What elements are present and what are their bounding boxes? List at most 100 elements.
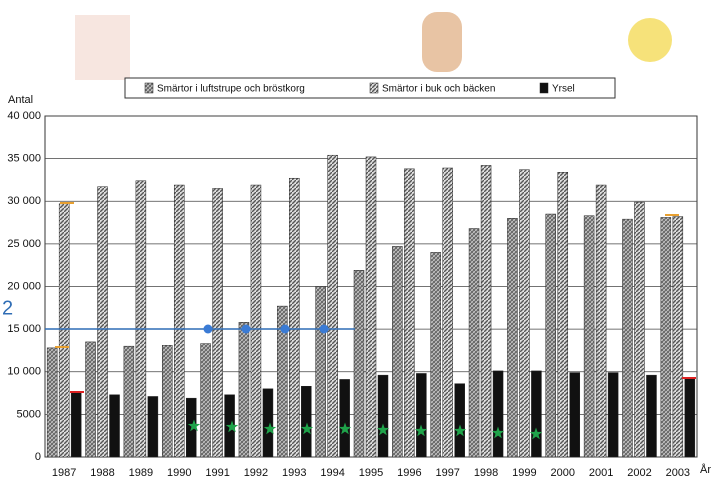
green-star bbox=[491, 426, 505, 439]
blue-dot bbox=[203, 324, 213, 334]
bar bbox=[377, 374, 389, 458]
bar bbox=[277, 305, 288, 458]
bar bbox=[430, 252, 441, 458]
bar bbox=[442, 167, 453, 458]
bar bbox=[531, 370, 542, 458]
bar bbox=[173, 184, 185, 458]
bar bbox=[607, 372, 619, 458]
bar bbox=[109, 394, 120, 458]
lungs-icon bbox=[75, 15, 130, 80]
x-tick-label: 1999 bbox=[512, 467, 536, 479]
bar bbox=[262, 388, 274, 458]
legend-swatch bbox=[539, 82, 549, 94]
x-tick-label: 2003 bbox=[666, 467, 690, 479]
x-tick-label: 2000 bbox=[551, 467, 575, 479]
x-tick-label: 1993 bbox=[282, 467, 306, 479]
green-star bbox=[300, 422, 314, 435]
bar bbox=[353, 270, 365, 458]
y-tick-label: 40 000 bbox=[7, 110, 41, 122]
bar bbox=[200, 343, 211, 458]
y-tick-label: 20 000 bbox=[7, 280, 41, 292]
y-axis-label: Antal bbox=[8, 94, 33, 106]
y-tick-label: 15 000 bbox=[7, 323, 41, 335]
bar bbox=[315, 286, 326, 458]
bar bbox=[646, 374, 657, 458]
x-tick-label: 1991 bbox=[205, 467, 229, 479]
y-tick-label: 5000 bbox=[17, 408, 41, 420]
y-tick-label: 0 bbox=[35, 451, 41, 463]
dizzy-icon bbox=[628, 18, 672, 62]
bar bbox=[70, 391, 82, 458]
bar bbox=[301, 385, 312, 458]
bar bbox=[327, 154, 338, 458]
bar bbox=[123, 345, 135, 458]
green-star bbox=[376, 423, 390, 436]
bar bbox=[545, 213, 557, 458]
bar bbox=[492, 370, 504, 458]
bar bbox=[684, 377, 696, 458]
x-tick-label: 1988 bbox=[90, 467, 114, 479]
y-tick-label: 10 000 bbox=[7, 366, 41, 378]
legend-swatch bbox=[144, 82, 154, 94]
bar bbox=[46, 347, 58, 458]
bar bbox=[147, 396, 159, 458]
blue-dot bbox=[319, 324, 329, 334]
bar bbox=[672, 216, 684, 458]
legend-label: Smärtor i luftstrupe och bröstkorg bbox=[157, 84, 305, 95]
legend-swatch bbox=[369, 82, 379, 94]
bar bbox=[416, 373, 427, 458]
bar bbox=[480, 165, 492, 458]
bar bbox=[365, 156, 377, 458]
y-tick-label: 25 000 bbox=[7, 238, 41, 250]
x-tick-label: 2002 bbox=[627, 467, 651, 479]
bar bbox=[660, 217, 672, 458]
blue-dot bbox=[280, 324, 290, 334]
green-star bbox=[414, 424, 428, 437]
bar bbox=[569, 372, 581, 458]
bar bbox=[595, 184, 607, 458]
annotation: 2 bbox=[2, 297, 13, 319]
bar bbox=[238, 322, 250, 458]
bar bbox=[507, 218, 518, 458]
legend-label: Yrsel bbox=[552, 84, 575, 95]
bar bbox=[250, 184, 262, 458]
y-tick-label: 30 000 bbox=[7, 195, 41, 207]
bar bbox=[289, 177, 300, 458]
y-tick-label: 35 000 bbox=[7, 153, 41, 165]
green-star bbox=[225, 420, 239, 433]
bar bbox=[557, 172, 569, 458]
bar bbox=[519, 169, 530, 458]
green-star bbox=[187, 419, 201, 432]
green-star bbox=[338, 422, 352, 435]
x-tick-label: 1989 bbox=[129, 467, 153, 479]
bar bbox=[97, 186, 108, 458]
bar bbox=[634, 201, 645, 458]
bar bbox=[622, 218, 633, 458]
x-tick-label: 2001 bbox=[589, 467, 613, 479]
bar bbox=[392, 246, 403, 458]
x-axis-label: År bbox=[700, 463, 711, 476]
blue-dot bbox=[241, 324, 251, 334]
x-tick-label: 1998 bbox=[474, 467, 498, 479]
x-tick-label: 1990 bbox=[167, 467, 191, 479]
bar bbox=[583, 215, 595, 458]
body-icon bbox=[422, 12, 462, 72]
x-tick-label: 1996 bbox=[397, 467, 421, 479]
x-tick-label: 1987 bbox=[52, 467, 76, 479]
x-tick-label: 1997 bbox=[435, 467, 459, 479]
green-star bbox=[453, 424, 467, 437]
legend-label: Smärtor i buk och bäcken bbox=[382, 84, 495, 95]
x-tick-label: 1995 bbox=[359, 467, 383, 479]
bar bbox=[454, 383, 465, 458]
x-tick-label: 1994 bbox=[320, 467, 344, 479]
green-star bbox=[263, 422, 277, 435]
x-tick-label: 1992 bbox=[244, 467, 268, 479]
bar bbox=[161, 345, 173, 458]
bar bbox=[468, 228, 480, 458]
bar bbox=[404, 168, 415, 458]
bar bbox=[85, 341, 96, 458]
bar bbox=[212, 188, 223, 458]
green-star bbox=[529, 427, 543, 440]
